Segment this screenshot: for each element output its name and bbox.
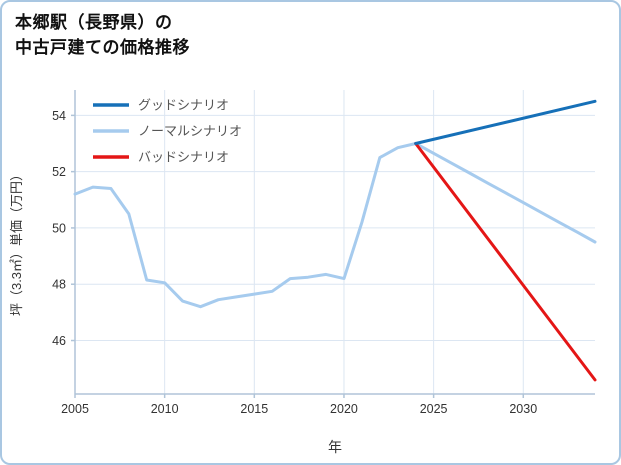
chart-title: 本郷駅（長野県）の 中古戸建ての価格推移 [2, 2, 619, 60]
x-tick-label: 2025 [420, 402, 448, 416]
x-tick-label: 2030 [509, 402, 537, 416]
y-axis-label: 坪（3.3㎡）単価（万円） [9, 168, 24, 316]
x-axis-label: 年 [328, 439, 342, 455]
x-tick-label: 2005 [61, 402, 89, 416]
chart-title-line1: 本郷駅（長野県）の [15, 13, 173, 32]
series-line-ノーマルシナリオ [73, 142, 597, 309]
series-line-グッドシナリオ [414, 100, 597, 146]
y-tick-label: 50 [52, 222, 66, 236]
x-tick-label: 2020 [330, 402, 358, 416]
chart-title-line2: 中古戸建ての価格推移 [15, 37, 190, 57]
y-tick-label: 46 [52, 334, 66, 348]
legend-label-ノーマルシナリオ: ノーマルシナリオ [138, 124, 242, 139]
series-line-バッドシナリオ [414, 142, 597, 382]
x-tick-label: 2015 [240, 402, 268, 416]
legend-label-バッドシナリオ: バッドシナリオ [138, 150, 229, 165]
y-tick-label: 52 [52, 165, 66, 179]
price-trend-chart: 2005 2010 2015 2020 2025 2030 46 48 50 52 54 年 坪（3.3… [9, 90, 597, 455]
x-tick-label: 2010 [151, 402, 179, 416]
legend-label-グッドシナリオ: グッドシナリオ [138, 98, 229, 113]
y-tick-label: 54 [52, 109, 66, 123]
y-tick-label: 48 [52, 278, 66, 292]
